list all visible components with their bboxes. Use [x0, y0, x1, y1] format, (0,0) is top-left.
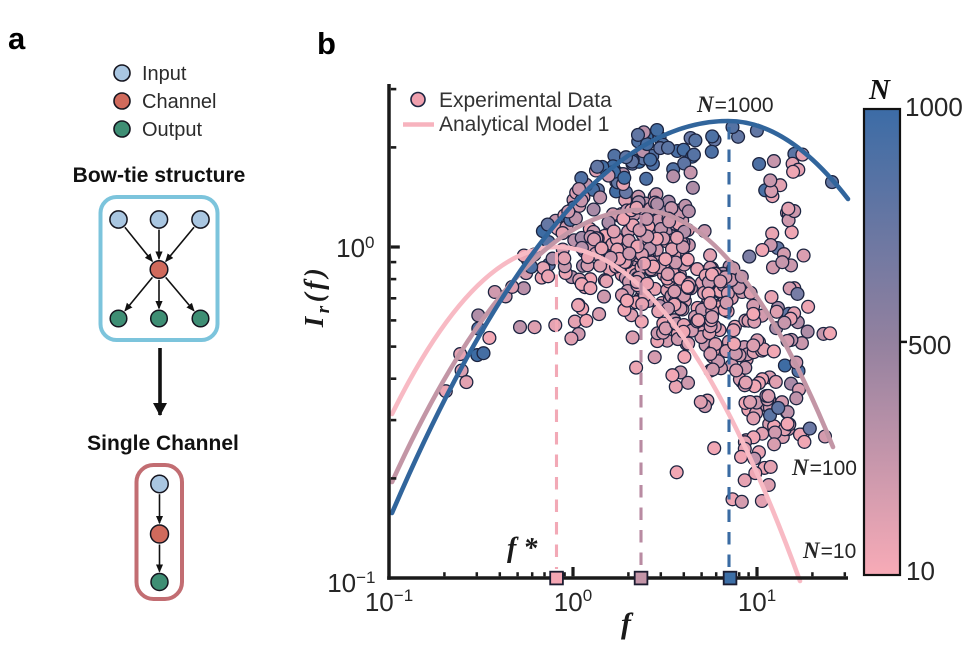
svg-text:b: b — [317, 26, 336, 61]
svg-text:f *: f * — [507, 533, 538, 564]
svg-text:100: 100 — [554, 586, 592, 617]
svg-text:Ir(f): Ir(f) — [299, 265, 334, 328]
svg-text:100: 100 — [336, 233, 374, 263]
svg-text:Experimental Data: Experimental Data — [439, 89, 612, 112]
svg-text:101: 101 — [738, 586, 776, 617]
svg-text:10−1: 10−1 — [327, 568, 375, 598]
svg-text:1000: 1000 — [905, 92, 963, 122]
svg-text:N=1000: N=1000 — [696, 92, 774, 117]
svg-text:Output: Output — [142, 119, 202, 141]
svg-text:f: f — [621, 607, 634, 640]
svg-text:10−1: 10−1 — [365, 586, 413, 617]
svg-text:500: 500 — [908, 330, 951, 360]
svg-text:Channel: Channel — [142, 91, 217, 113]
svg-text:Input: Input — [142, 63, 187, 85]
svg-text:a: a — [8, 21, 26, 56]
svg-text:N: N — [868, 74, 891, 106]
svg-text:Bow-tie structure: Bow-tie structure — [73, 164, 246, 187]
svg-text:N=100: N=100 — [791, 455, 857, 480]
svg-text:N=10: N=10 — [802, 538, 856, 563]
svg-text:10: 10 — [906, 556, 935, 586]
svg-text:Analytical Model 1: Analytical Model 1 — [439, 113, 609, 136]
svg-text:Single Channel: Single Channel — [87, 432, 239, 455]
